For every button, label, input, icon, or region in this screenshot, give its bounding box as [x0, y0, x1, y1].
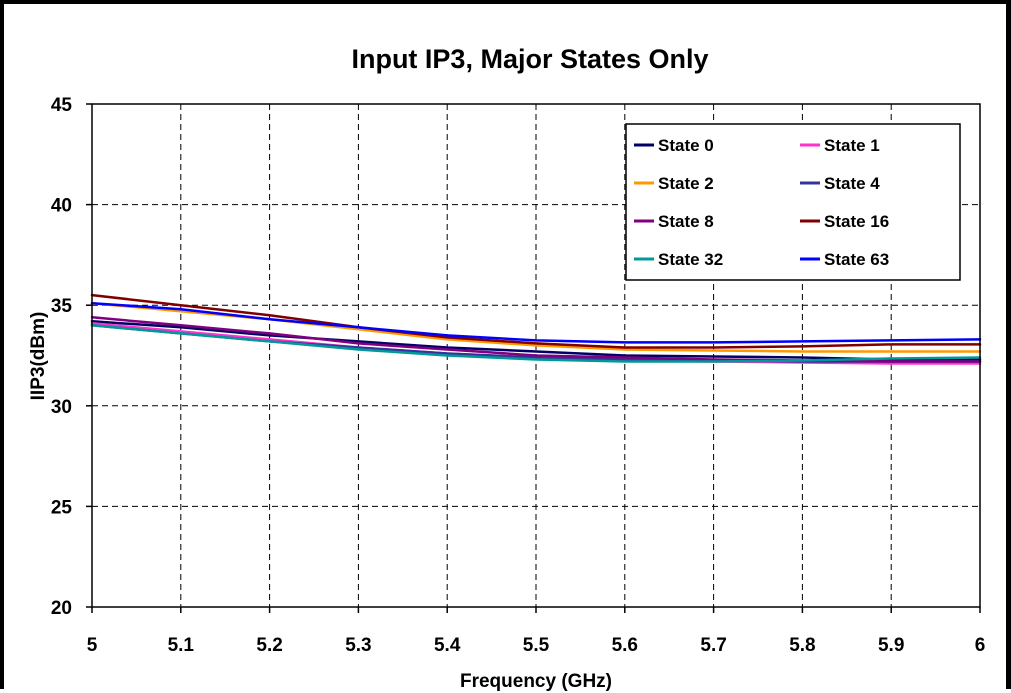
legend-entry-state-1: State 1 [800, 136, 880, 155]
y-tick-label: 40 [51, 196, 72, 217]
y-tick-label: 35 [51, 296, 73, 317]
x-tick-label: 5.4 [434, 635, 461, 656]
x-axis-title: Frequency (GHz) [460, 671, 612, 692]
x-tick-labels: 5 5.1 5.2 5.3 5.4 5.5 5.6 5.7 5.8 5.9 6 [87, 607, 986, 656]
chart-title: Input IP3, Major States Only [351, 44, 708, 74]
legend-entry-state-32: State 32 [634, 250, 723, 269]
legend-label: State 4 [824, 174, 880, 193]
legend-label: State 2 [658, 174, 714, 193]
legend-label: State 63 [824, 250, 889, 269]
y-axis-title: IIP3(dBm) [28, 312, 49, 401]
legend-entry-state-4: State 4 [800, 174, 880, 193]
iip3-line-chart: Input IP3, Major States Only 5 5.1 5.2 5.3 5… [28, 44, 986, 692]
y-tick-labels: 20 25 30 35 40 45 [51, 95, 92, 619]
legend-entry-state-16: State 16 [800, 212, 889, 231]
legend-box [625, 123, 961, 281]
series-line-state-32 [90, 324, 982, 363]
legend-label: State 1 [824, 136, 880, 155]
y-tick-label: 25 [51, 497, 73, 518]
legend-label: State 0 [658, 136, 714, 155]
x-tick-label: 5.6 [612, 635, 638, 656]
legend-label: State 8 [658, 212, 714, 231]
series-lines [90, 293, 982, 365]
x-tick-label: 5 [87, 635, 98, 656]
legend-entry-state-8: State 8 [634, 212, 714, 231]
x-tick-label: 5.1 [168, 635, 195, 656]
series-line-state-63 [90, 301, 982, 344]
x-tick-label: 5.3 [345, 635, 371, 656]
series-line-state-0 [90, 320, 982, 361]
y-tick-label: 30 [51, 397, 72, 418]
y-tick-label: 45 [51, 95, 73, 116]
series-line-state-16 [90, 293, 982, 349]
legend-entry-state-63: State 63 [800, 250, 889, 269]
y-tick-label: 20 [51, 598, 72, 619]
legend-entry-state-0: State 0 [634, 136, 714, 155]
x-tick-label: 5.5 [523, 635, 550, 656]
legend-label: State 32 [658, 250, 723, 269]
x-tick-label: 5.8 [789, 635, 815, 656]
x-tick-label: 6 [975, 635, 986, 656]
x-tick-label: 5.9 [878, 635, 904, 656]
legend-items: State 0 State 1 State 2 State 4 State 8 State… [634, 136, 889, 269]
x-tick-label: 5.2 [256, 635, 282, 656]
legend-label: State 16 [824, 212, 889, 231]
legend-entry-state-2: State 2 [634, 174, 714, 193]
legend: State 0 State 1 State 2 State 4 State 8 State… [625, 123, 961, 281]
x-tick-label: 5.7 [700, 635, 726, 656]
